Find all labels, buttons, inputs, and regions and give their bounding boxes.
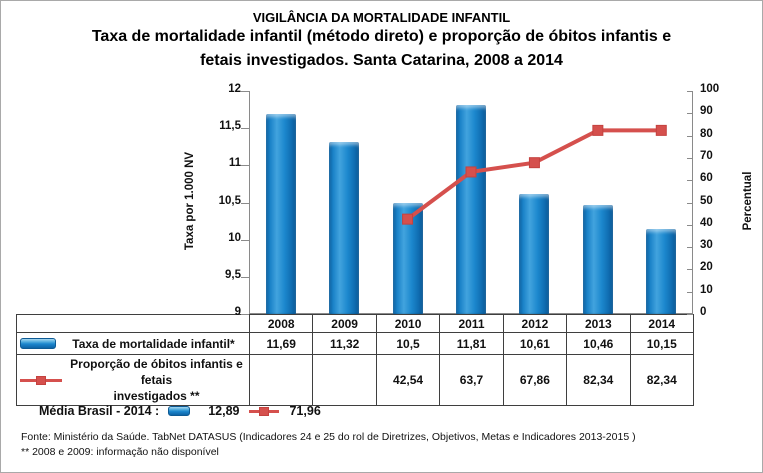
- legend-cell-bar-series: Taxa de mortalidade infantil*: [16, 332, 250, 355]
- left-axis-tick-mark: [241, 276, 249, 278]
- legend-label: Taxa de mortalidade infantil*: [72, 336, 235, 351]
- year-header-2013: 2013: [566, 314, 631, 333]
- value-2008-taxa: 11,69: [248, 332, 314, 355]
- value-2013-proporcao: 82,34: [566, 354, 631, 406]
- right-axis-tick-mark: [687, 180, 693, 182]
- legend-label: Proporção de óbitos infantis e fetais in…: [70, 357, 243, 403]
- year-header-2012: 2012: [502, 314, 568, 333]
- left-axis-tick-mark: [241, 165, 249, 167]
- left-axis-tick-mark: [241, 202, 249, 204]
- right-axis-tick-label-40: 40: [700, 216, 713, 229]
- right-axis-tick-mark: [687, 113, 693, 115]
- value-2013-taxa: 10,46: [566, 332, 631, 355]
- right-axis-tick-label-50: 50: [700, 194, 713, 207]
- source-line: Fonte: Ministério da Saúde. TabNet DATAS…: [21, 431, 636, 443]
- left-axis-title: Taxa por 1.000 NV: [184, 151, 196, 251]
- left-axis-tick-label-11,5: 11,5: [219, 120, 241, 133]
- legend-cell-line-series: Proporção de óbitos infantis e fetais in…: [16, 354, 250, 406]
- right-axis-tick-mark: [687, 269, 693, 271]
- bar-2009: [329, 141, 360, 314]
- left-axis-tick-label-12: 12: [228, 83, 241, 95]
- bar-2013: [582, 205, 613, 314]
- bar-2008: [265, 114, 296, 314]
- bar-swatch-icon: [168, 406, 191, 416]
- value-2010-proporcao: 42,54: [375, 354, 441, 406]
- value-2010-taxa: 10,5: [375, 332, 441, 355]
- footnote-line: ** 2008 e 2009: informação não disponíve…: [21, 446, 219, 458]
- right-axis-tick-label-20: 20: [700, 261, 713, 274]
- year-header-2010: 2010: [375, 314, 441, 333]
- media-brasil-row: Média Brasil - 2014 : 12,89 71,96: [39, 402, 321, 420]
- media-brasil-line-value: 71,96: [289, 404, 321, 418]
- chart-title-line1: Taxa de mortalidade infantil (método dir…: [91, 28, 672, 45]
- value-2011-taxa: 11,81: [439, 332, 504, 355]
- value-2008-proporcao: [248, 354, 314, 406]
- right-axis-title: Percentual: [742, 171, 754, 231]
- year-header-2009: 2009: [312, 314, 377, 333]
- chart-title-line2: fetais investigados. Santa Catarina, 200…: [200, 52, 563, 69]
- chart-surtitle: VIGILÂNCIA DA MORTALIDADE INFANTIL: [252, 10, 511, 25]
- value-2012-proporcao: 67,86: [502, 354, 568, 406]
- right-axis-tick-label-30: 30: [700, 239, 713, 252]
- left-axis-tick-label-10,5: 10,5: [218, 194, 241, 207]
- right-axis-tick-label-70: 70: [700, 149, 713, 162]
- right-axis-tick-mark: [687, 247, 693, 249]
- left-axis-tick-mark: [241, 91, 249, 92]
- bar-swatch-icon: [20, 338, 56, 349]
- media-brasil-label: Média Brasil - 2014 :: [39, 404, 160, 418]
- left-axis-tick-label-11: 11: [228, 157, 241, 170]
- left-axis-tick-label-9,5: 9,5: [225, 268, 241, 281]
- left-axis-tick-mark: [241, 239, 249, 241]
- line-marker-swatch-icon: [20, 375, 62, 386]
- right-axis-tick-label-60: 60: [700, 172, 713, 185]
- right-axis-tick-label-100: 100: [700, 83, 720, 95]
- data-table: 2008 2009 2010 2011 2012 2013 2014 Taxa de mort…: [16, 314, 694, 406]
- year-header-2011: 2011: [439, 314, 504, 333]
- right-axis-tick-mark: [687, 314, 693, 315]
- bar-2011: [456, 105, 486, 314]
- right-axis-tick-mark: [687, 157, 693, 159]
- right-axis-tick-label-90: 90: [700, 105, 713, 118]
- line-marker-swatch-icon: [249, 406, 280, 417]
- bar-2010: [392, 202, 423, 314]
- value-2011-proporcao: 63,7: [439, 354, 504, 406]
- bar-2014: [646, 228, 677, 314]
- value-2009-proporcao: [312, 354, 377, 406]
- value-2012-taxa: 10,61: [502, 332, 568, 355]
- source-note: Fonte: Ministério da Saúde. TabNet DATAS…: [21, 430, 636, 460]
- left-axis-tick-label-10: 10: [228, 231, 241, 244]
- right-axis-tick-label-80: 80: [700, 127, 713, 140]
- right-axis-tick-mark: [687, 291, 693, 293]
- right-axis-tick-label-10: 10: [700, 283, 713, 296]
- right-axis-tick-mark: [687, 224, 693, 226]
- left-axis-tick-mark: [241, 128, 249, 130]
- right-axis-tick-mark: [687, 91, 693, 92]
- media-brasil-bar-value: 12,89: [208, 404, 240, 418]
- left-axis-tick-mark: [241, 314, 249, 315]
- right-axis-tick-mark: [687, 202, 693, 204]
- bar-2012: [519, 194, 550, 314]
- year-header-2008: 2008: [248, 314, 314, 333]
- right-axis-tick-label-0: 0: [700, 306, 707, 318]
- value-2009-taxa: 11,32: [312, 332, 377, 355]
- year-header-2014: 2014: [629, 314, 694, 333]
- value-2014-taxa: 10,15: [629, 332, 694, 355]
- value-2014-proporcao: 82,34: [629, 354, 694, 406]
- left-axis-tick-label-9: 9: [234, 306, 241, 318]
- right-axis-tick-mark: [687, 135, 693, 137]
